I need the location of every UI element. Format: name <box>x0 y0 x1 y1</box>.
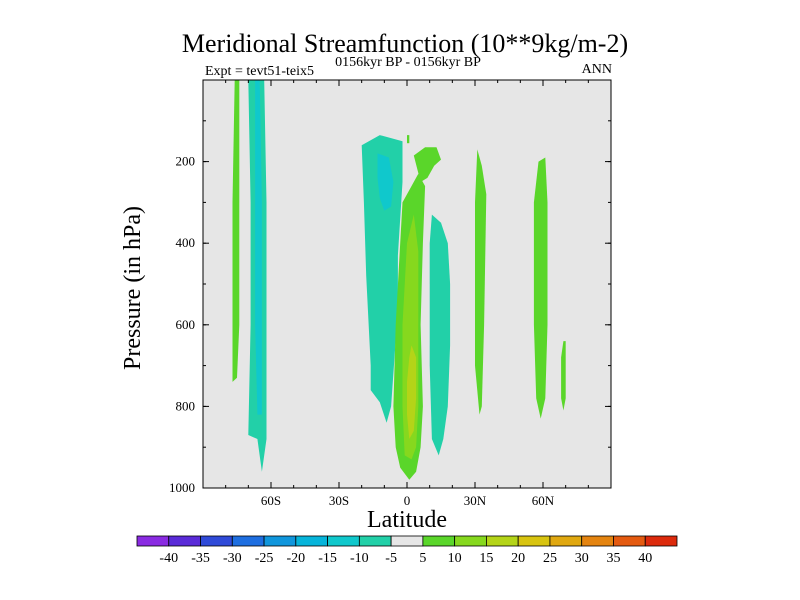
colorbar-swatch <box>454 535 487 547</box>
colorbar-swatch <box>358 535 392 547</box>
colorbar-swatch <box>327 535 360 547</box>
region-sh-midlat-core <box>255 80 262 415</box>
colorbar-label: -30 <box>223 551 242 566</box>
y-axis-label: Pressure (in hPa) <box>120 206 146 370</box>
colorbar-swatch <box>549 535 583 547</box>
time-range-label: 0156kyr BP - 0156kyr BP <box>335 55 481 70</box>
x-axis-label: Latitude <box>367 507 447 533</box>
colorbar-swatch <box>422 535 456 547</box>
colorbar-label: 30 <box>575 551 589 566</box>
experiment-label: Expt = tevt51-teix5 <box>205 64 314 79</box>
chart-title: Meridional Streamfunction (10**9kg/m-2) <box>182 29 628 58</box>
colorbar-label: 25 <box>543 551 557 566</box>
region-nh-subtropic-negative <box>429 214 451 456</box>
colorbar-swatch <box>486 535 519 547</box>
contour-regions <box>232 80 566 480</box>
x-tick-label: 60N <box>532 493 555 508</box>
colorbar-swatch <box>517 535 551 547</box>
colorbar-label: 10 <box>448 551 462 566</box>
colorbar-label: 20 <box>511 551 525 566</box>
colorbar-label: 5 <box>419 551 426 566</box>
y-tick-label: 1000 <box>169 480 195 495</box>
x-tick-label: 60S <box>261 493 281 508</box>
axis-ticks: 60S 30S 0 30N 60N 200 400 600 800 1000 <box>169 80 611 508</box>
colorbar-label: -15 <box>318 551 337 566</box>
colorbar-swatch <box>200 535 233 547</box>
colorbar: -40 -35 -30 -25 -20 -15 -10 -5 5 10 15 20 25 30 35 40 <box>136 535 678 566</box>
x-tick-label: 30S <box>329 493 349 508</box>
region-nh-polar-positive <box>561 341 566 411</box>
colorbar-label: -25 <box>255 551 274 566</box>
colorbar-swatch <box>390 535 424 547</box>
y-tick-label: 400 <box>176 235 196 250</box>
y-tick-label: 200 <box>176 154 196 169</box>
colorbar-swatch <box>263 535 297 547</box>
colorbar-swatch <box>644 535 678 547</box>
season-label: ANN <box>582 62 612 77</box>
colorbar-swatch <box>581 535 614 547</box>
x-tick-label: 0 <box>404 493 411 508</box>
y-tick-label: 800 <box>176 398 196 413</box>
region-nh-30-positive <box>475 149 487 415</box>
region-eq-upper-positive <box>413 147 441 182</box>
colorbar-swatch <box>136 535 170 547</box>
region-sh-polar-positive <box>232 80 240 382</box>
colorbar-label: -40 <box>159 551 178 566</box>
colorbar-label: -20 <box>286 551 305 566</box>
region-eq-small-positive <box>407 135 410 144</box>
colorbar-swatch <box>231 535 265 547</box>
region-sh-subtropic-negative <box>361 135 403 423</box>
x-tick-label: 30N <box>464 493 487 508</box>
region-sh-subtropic-core <box>377 153 394 211</box>
colorbar-swatch <box>613 535 646 547</box>
colorbar-label: 15 <box>479 551 493 566</box>
colorbar-label: -10 <box>350 551 369 566</box>
colorbar-swatch <box>168 535 201 547</box>
colorbar-label: -5 <box>385 551 397 566</box>
colorbar-label: 40 <box>638 551 652 566</box>
y-tick-label: 600 <box>176 317 196 332</box>
region-eq-main-core <box>407 345 417 439</box>
region-nh-60-positive <box>533 157 548 419</box>
colorbar-swatch <box>295 535 328 547</box>
colorbar-label: 35 <box>606 551 620 566</box>
colorbar-label: -35 <box>191 551 210 566</box>
